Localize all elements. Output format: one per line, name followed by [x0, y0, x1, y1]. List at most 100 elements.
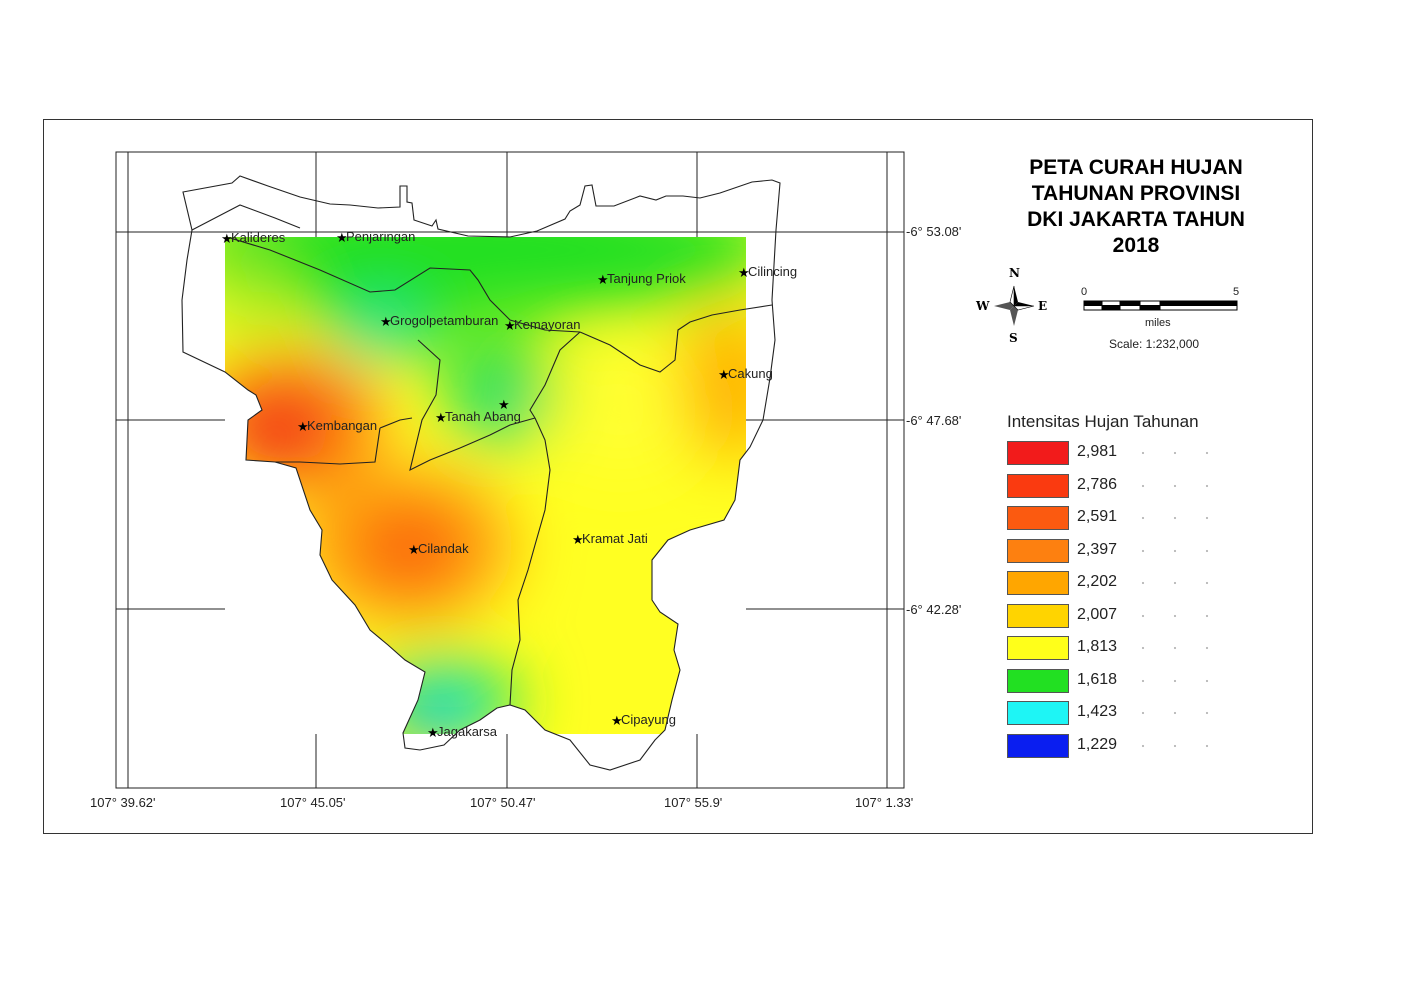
place-marker-star: ★: [297, 419, 309, 434]
legend-title: Intensitas Hujan Tahunan: [1007, 412, 1199, 431]
legend-label: 2,007: [1077, 605, 1118, 623]
legend-label: 2,397: [1077, 540, 1118, 558]
legend-item: 2,981: [1007, 441, 1237, 467]
latitude-label: -6° 53.08': [906, 224, 962, 239]
legend-swatch: [1007, 603, 1069, 628]
legend-label: 1,423: [1077, 703, 1118, 720]
longitude-label: 107° 1.33': [855, 795, 914, 810]
boundary-north-west: [229, 237, 581, 333]
place-markers: ★ ★ ★ ★ ★ ★ ★ ★ ★ ★ ★ ★ ★ ★: [221, 230, 750, 740]
place-label: Kembangan: [307, 418, 378, 433]
boundary-central: [409, 339, 536, 472]
scale-unit-label: miles: [1145, 317, 1171, 329]
province-outline: [181, 175, 781, 771]
compass-w-label: W: [976, 299, 990, 313]
compass-s-label: S: [1009, 331, 1018, 345]
place-label: Cakung: [728, 366, 773, 381]
compass-n-label: N: [1009, 266, 1020, 280]
place-marker-star: ★: [572, 532, 584, 547]
legend-item: 1,813: [1007, 636, 1237, 662]
place-marker-star: ★: [408, 542, 420, 557]
legend-dots: [1127, 613, 1237, 618]
place-label: Tanjung Priok: [607, 271, 686, 286]
title-line-2: TAHUNAN PROVINSI: [1031, 182, 1241, 205]
place-label: Tanah Abang: [445, 409, 521, 424]
place-label: Grogolpetamburan: [390, 313, 499, 328]
legend-label: 1,229: [1077, 735, 1118, 753]
legend-dots: [1127, 548, 1237, 553]
latitude-label: -6° 42.28': [906, 602, 962, 617]
scale-bar: [1083, 300, 1238, 311]
title-line-4: 2018: [1112, 234, 1160, 257]
boundaries: [181, 175, 781, 771]
place-label: Kemayoran: [514, 317, 581, 332]
legend-dots: [1127, 581, 1237, 585]
place-label: Jagakarsa: [437, 724, 497, 739]
place-marker-star: ★: [435, 410, 447, 425]
legend-swatch: [1007, 636, 1069, 660]
place-label: Cilincing: [748, 264, 798, 279]
place-label: Kalideres: [231, 230, 286, 245]
title-line-1: PETA CURAH HUJAN: [1029, 156, 1243, 179]
place-marker-star: ★: [597, 272, 609, 287]
compass-e-label: E: [1038, 299, 1048, 313]
boundary-east: [579, 304, 773, 373]
map-title: PETA CURAH HUJAN TAHUNAN PROVINSI DKI JA…: [1005, 155, 1267, 259]
legend-dots: [1127, 646, 1237, 650]
scale-start-label: 0: [1081, 286, 1088, 298]
legend-item: 2,786: [1007, 473, 1237, 500]
longitude-label: 107° 39.62': [90, 795, 156, 810]
scale-end-label: 5: [1233, 286, 1240, 298]
north-arrow: [994, 285, 1035, 326]
legend-dots: [1127, 678, 1237, 683]
place-label: Cilandak: [418, 541, 469, 556]
place-marker-star: ★: [611, 713, 623, 728]
place-marker-star: ★: [336, 230, 348, 245]
legend-label: 1,618: [1077, 670, 1118, 688]
place-marker-star: ★: [427, 725, 439, 740]
legend-item: 2,397: [1007, 538, 1237, 565]
place-marker-star: ★: [498, 397, 510, 412]
place-marker-star: ★: [718, 367, 730, 382]
legend-label: 2,786: [1077, 475, 1118, 493]
place-label: Kramat Jati: [582, 531, 648, 546]
boundary-south-central: [509, 417, 551, 706]
legend-dots: [1127, 451, 1237, 455]
place-marker-star: ★: [504, 318, 516, 333]
legend-label: 2,981: [1077, 443, 1118, 460]
latitude-label: -6° 47.68': [906, 413, 962, 428]
legend-label: 1,813: [1077, 638, 1118, 655]
legend-item: 2,202: [1007, 571, 1237, 597]
boundary-west: [275, 427, 381, 465]
place-label: Penjaringan: [346, 229, 416, 244]
rainfall-raster: [225, 237, 746, 734]
place-marker-star: ★: [738, 265, 750, 280]
map-frame: [43, 119, 1313, 834]
title-line-3: DKI JAKARTA TAHUN: [1027, 208, 1245, 231]
longitude-label: 107° 50.47': [470, 795, 536, 810]
legend-swatch: [1007, 571, 1069, 595]
legend-swatch: [1007, 538, 1069, 563]
scale-caption: Scale: 1:232,000: [1109, 337, 1200, 351]
boundary-central-north: [529, 331, 581, 419]
boundary-west-inner: [379, 417, 413, 429]
legend-swatch: [1007, 701, 1069, 725]
legend-label: 2,591: [1077, 508, 1118, 525]
longitude-label: 107° 45.05': [280, 795, 346, 810]
place-marker-star: ★: [380, 314, 392, 329]
legend-dots: [1127, 743, 1237, 748]
legend-swatch: [1007, 506, 1069, 530]
legend-dots: [1127, 483, 1237, 488]
legend-swatch: [1007, 668, 1069, 693]
legend-swatch: [1007, 733, 1069, 758]
legend-item: 2,007: [1007, 603, 1237, 630]
legend-item: 1,618: [1007, 668, 1237, 695]
legend-swatch: [1007, 473, 1069, 498]
legend-item: 1,229: [1007, 733, 1237, 760]
place-label: Cipayung: [621, 712, 676, 727]
legend-swatch: [1007, 441, 1069, 465]
boundary-coast-inner: [191, 204, 301, 231]
legend-item: 1,423: [1007, 701, 1237, 727]
legend-label: 2,202: [1077, 573, 1118, 590]
